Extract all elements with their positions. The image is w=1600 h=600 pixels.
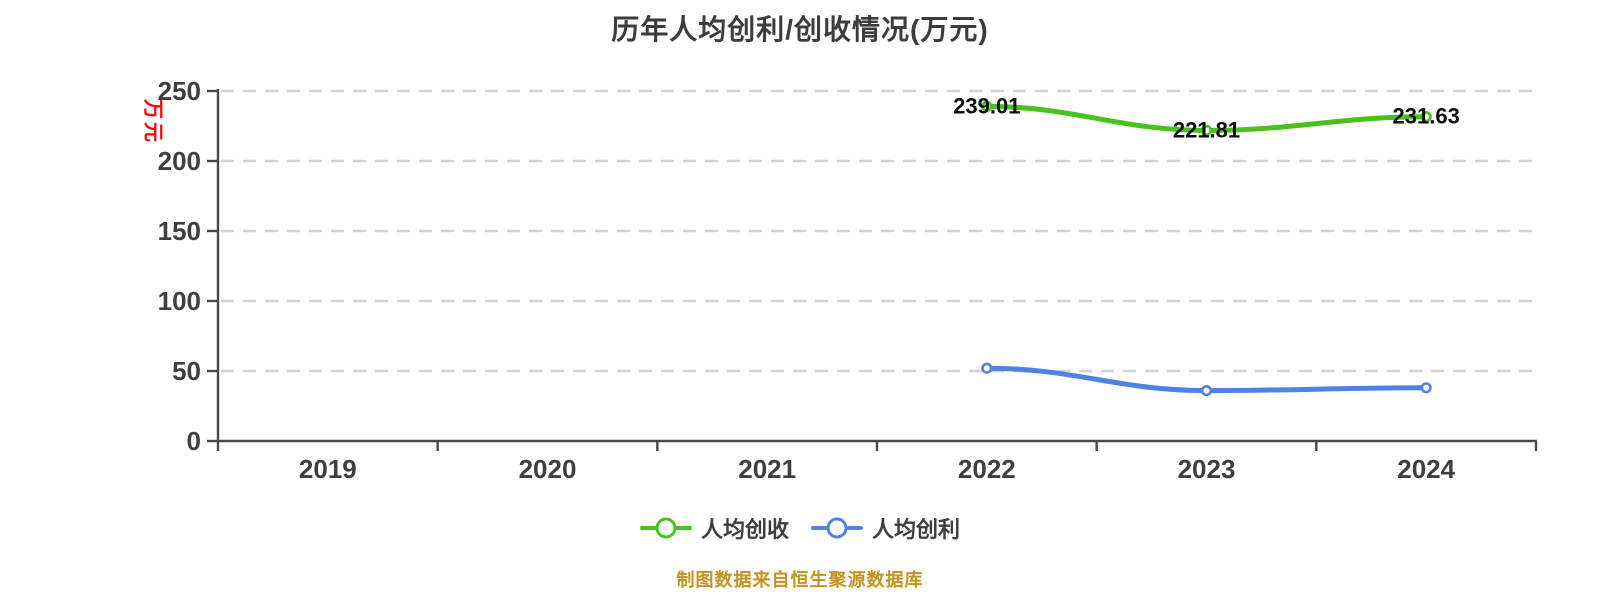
chart-title: 历年人均创利/创收情况(万元) <box>611 14 989 45</box>
data-point[interactable] <box>981 362 993 374</box>
x-tick-label: 2020 <box>519 454 577 484</box>
data-point[interactable] <box>1420 382 1432 394</box>
data-point[interactable] <box>1200 124 1213 137</box>
data-point[interactable] <box>981 100 993 112</box>
y-tick-label: 150 <box>158 216 201 246</box>
legend-item-per-capita-revenue[interactable]: 人均创收 <box>639 512 789 544</box>
data-point[interactable] <box>1420 111 1432 123</box>
legend-label: 人均创收 <box>700 517 789 542</box>
y-tick-label: 200 <box>158 146 201 176</box>
x-tick-label: 2022 <box>958 454 1016 484</box>
x-tick-label: 2024 <box>1397 454 1455 484</box>
x-tick-label: 2023 <box>1178 454 1236 484</box>
data-point-label: 239.01 <box>953 93 1020 118</box>
y-tick-label: 250 <box>158 76 201 106</box>
footer-source-note: 制图数据来自恒生聚源数据库 <box>676 570 924 590</box>
circle-marker-icon <box>826 517 848 539</box>
data-point[interactable] <box>1200 385 1213 397</box>
data-point-label: 221.81 <box>1173 117 1240 142</box>
line-marker-icon <box>639 517 692 539</box>
circle-marker-icon <box>655 517 677 539</box>
y-tick-label: 50 <box>172 356 201 386</box>
legend: 人均创收 人均创利 <box>0 512 1600 544</box>
legend-item-per-capita-profit[interactable]: 人均创利 <box>811 512 960 544</box>
legend-label: 人均创利 <box>872 517 961 542</box>
x-tick-label: 2019 <box>299 454 357 484</box>
y-tick-label: 0 <box>187 426 201 456</box>
x-tick-label: 2021 <box>738 454 796 484</box>
line-marker-icon <box>811 517 863 539</box>
y-tick-label: 100 <box>158 286 201 316</box>
data-point-label: 231.63 <box>1393 104 1460 129</box>
